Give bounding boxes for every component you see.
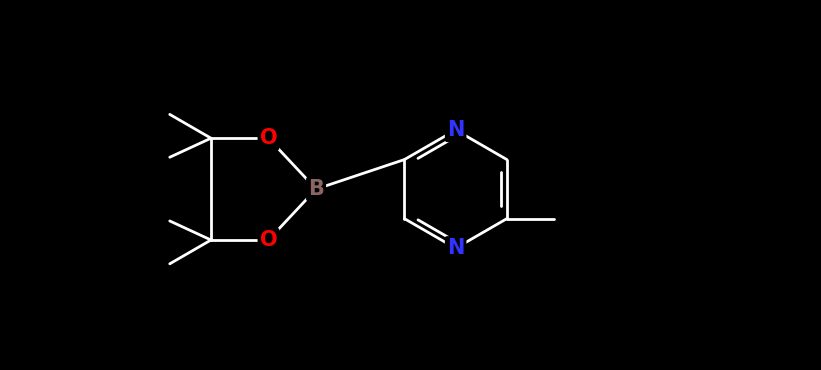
Text: B: B	[308, 179, 324, 199]
Text: O: O	[259, 230, 277, 250]
Text: N: N	[447, 120, 465, 140]
Text: N: N	[447, 238, 465, 258]
Text: O: O	[259, 128, 277, 148]
